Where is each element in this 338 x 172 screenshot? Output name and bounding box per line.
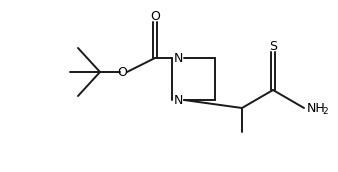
Text: O: O [117, 67, 127, 79]
Text: NH: NH [307, 101, 326, 115]
Text: N: N [173, 51, 183, 64]
Text: N: N [173, 94, 183, 106]
Text: 2: 2 [322, 106, 328, 116]
Text: S: S [269, 40, 277, 52]
Text: O: O [150, 9, 160, 23]
